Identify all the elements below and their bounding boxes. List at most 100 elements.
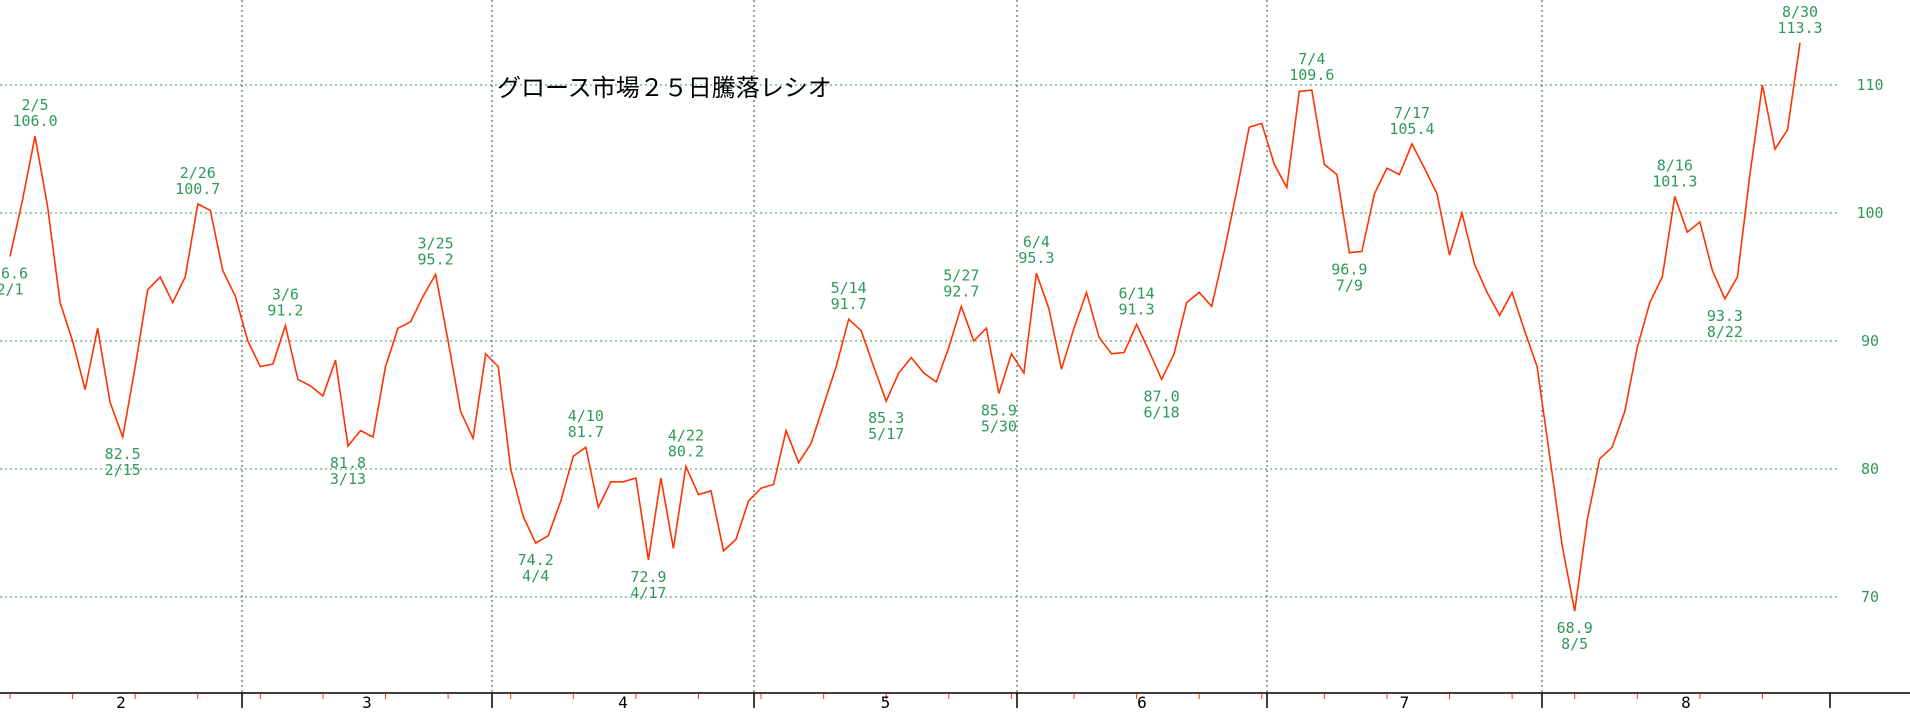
annotation-6-4: 6/495.3 [1018,233,1054,267]
data-point [885,400,887,402]
data-point [1461,212,1463,214]
data-point [159,276,161,278]
data-point [1661,276,1663,278]
annotation-value: 91.7 [831,295,867,313]
y-tick-label: 110 [1856,76,1883,94]
data-point [1424,167,1426,169]
data-point [1599,458,1601,460]
data-point [147,289,149,291]
data-point [1148,350,1150,352]
data-point [1474,263,1476,265]
data-point [1173,353,1175,355]
data-point [335,359,337,361]
data-point [1674,195,1676,197]
data-point [1761,84,1763,86]
data-point [985,327,987,329]
month-label: 4 [618,693,628,712]
month-label: 7 [1400,693,1410,712]
data-point [960,305,962,307]
data-point [1774,148,1776,150]
data-point [1711,270,1713,272]
data-point [1273,163,1275,165]
data-point [1123,352,1125,354]
data-point [710,490,712,492]
annotation-value: 85.3 [868,409,904,427]
month-label: 6 [1137,693,1147,712]
data-point [1236,190,1238,192]
data-point [510,468,512,470]
data-point [122,436,124,438]
annotation-date: 2/26 [180,164,216,182]
data-point [873,366,875,368]
data-point [1561,545,1563,547]
data-point [698,494,700,496]
annotation-date: 8/30 [1782,3,1818,21]
data-point [197,203,199,205]
annotation-date: 7/17 [1394,104,1430,122]
data-point [1724,298,1726,300]
data-point [1586,519,1588,521]
data-point [1223,250,1225,252]
data-point [435,273,437,275]
annotation-value: 92.7 [943,282,979,300]
y-tick-labels: 70 80 90 100 110 [1856,76,1883,606]
data-point [97,327,99,329]
data-point [810,442,812,444]
data-point [1799,42,1801,44]
data-point [1086,291,1088,293]
annotation-value: 91.2 [267,302,303,320]
data-point [1636,346,1638,348]
data-point [1736,276,1738,278]
data-point [860,330,862,332]
annotation-value: 100.7 [175,180,220,198]
data-point [1035,272,1037,274]
annotation-date: 6/4 [1023,233,1050,251]
data-point [172,302,174,304]
data-point [622,481,624,483]
data-point [1336,174,1338,176]
annotation-date: 4/22 [668,426,704,444]
chart-title: グロース市場２５日騰落レシオ [497,75,832,102]
annotation-value: 81.8 [330,454,366,472]
data-point [109,401,111,403]
annotation-date: 5/14 [831,279,867,297]
data-point [798,462,800,464]
annotation-value: 105.4 [1389,120,1434,138]
data-point [472,437,474,439]
data-point [835,366,837,368]
data-point [309,385,311,387]
data-point [535,542,537,544]
annotation-value: 81.7 [568,423,604,441]
data-point [134,366,136,368]
data-point [1436,193,1438,195]
data-point [723,550,725,552]
data-point [898,372,900,374]
data-point [247,340,249,342]
data-point [485,353,487,355]
annotation-date: 8/22 [1707,323,1743,341]
data-point [1611,446,1613,448]
data-point [1511,291,1513,293]
annotation-8-22: 93.38/22 [1707,307,1743,341]
y-tick-label: 70 [1861,588,1879,606]
data-point [973,340,975,342]
data-point [347,445,349,447]
month-label: 3 [362,693,372,712]
data-point [1348,252,1350,254]
data-point [1499,314,1501,316]
data-point [823,404,825,406]
annotation-value: 91.3 [1119,300,1155,318]
data-point [1286,186,1288,188]
data-point [672,547,674,549]
data-point [547,535,549,537]
data-point [572,455,574,457]
data-point [685,465,687,467]
data-point [647,559,649,561]
annotation-date: 4/4 [522,567,549,585]
data-point [597,506,599,508]
annotation-date: 2/15 [105,461,141,479]
